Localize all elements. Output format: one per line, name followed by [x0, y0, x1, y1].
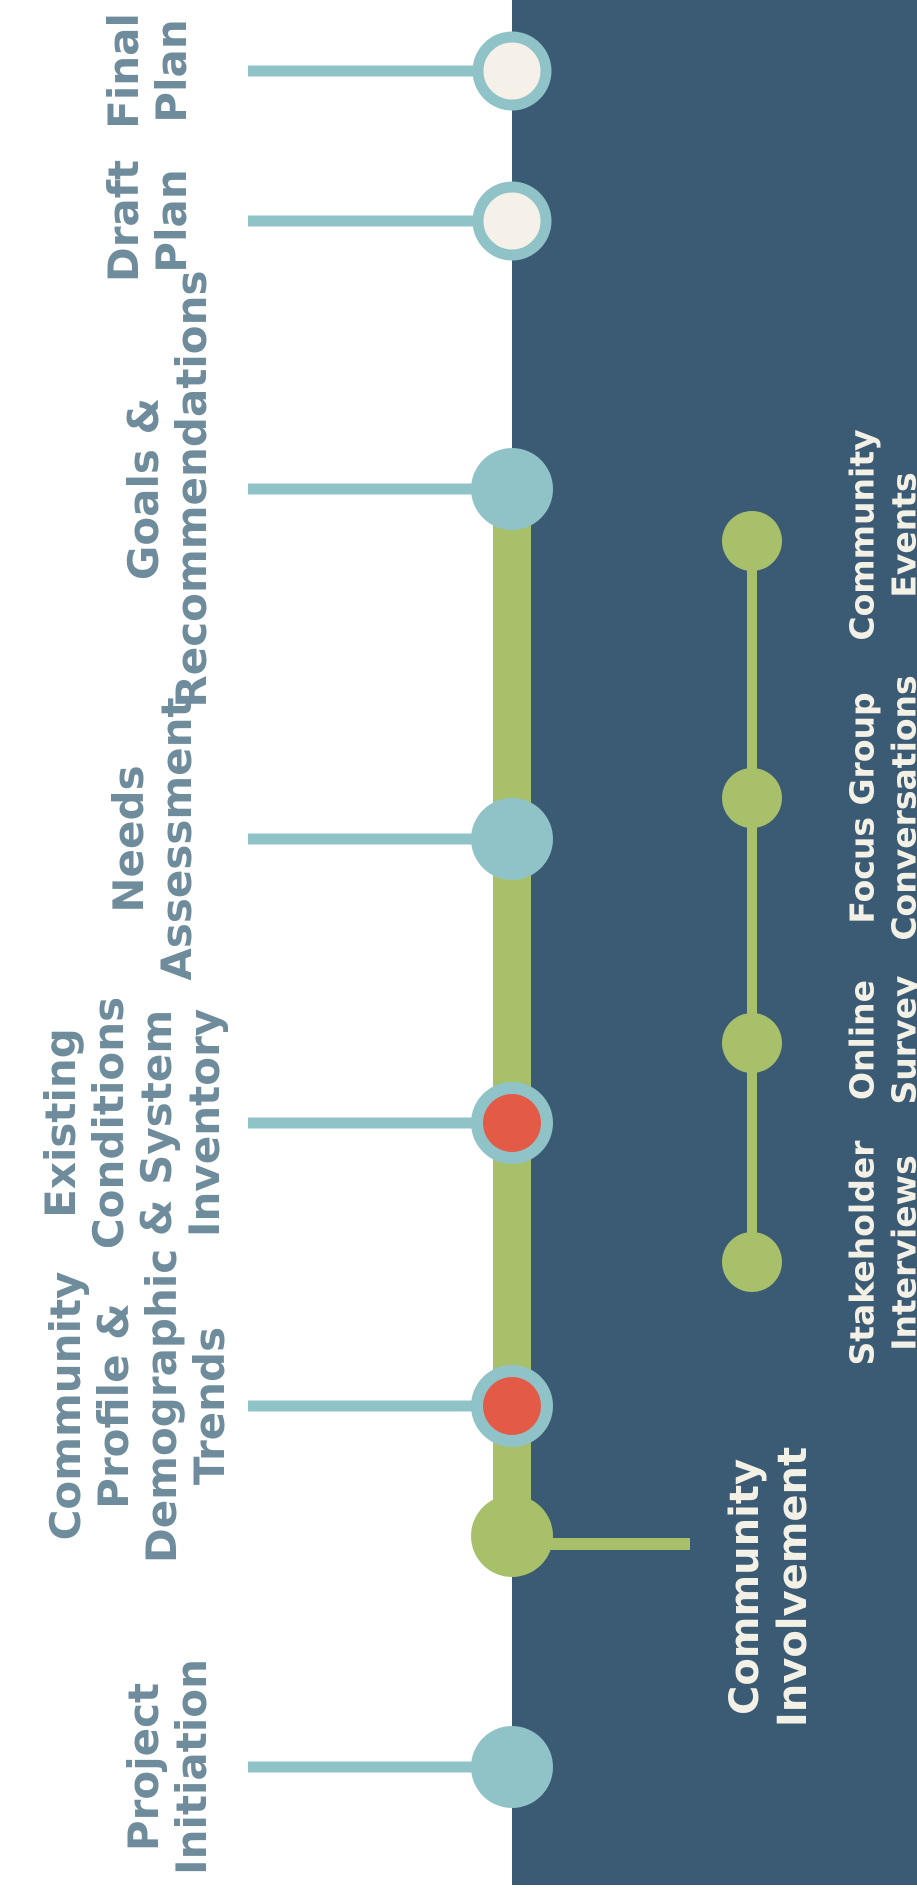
activity-label-online-survey: OnlineSurvey [843, 976, 917, 1105]
activity-node-stakeholder-interviews [722, 1232, 782, 1292]
activity-label-community-events: CommunityEvents [843, 429, 917, 640]
community-involvement-label: CommunityInvolvement [722, 1447, 816, 1727]
phase-node-needs-assessment [471, 798, 553, 880]
activity-node-online-survey [722, 1013, 782, 1073]
phase-label-community-profile: CommunityProfile &DemographicTrends [41, 1249, 234, 1563]
phase-node-project-initiation [471, 1726, 553, 1808]
activity-label-focus-group: Focus GroupConversations [843, 675, 917, 940]
phase-node-goals-recommendations [471, 448, 553, 530]
phase-label-final-plan: FinalPlan [99, 13, 196, 129]
phase-label-needs-assessment: NeedsAssessment [104, 697, 201, 980]
phase-node-community-profile [471, 1365, 553, 1447]
community-involvement-start-node [471, 1495, 553, 1577]
phase-label-existing-conditions: ExistingConditions& SystemInventory [36, 997, 229, 1249]
phase-node-final-plan [472, 31, 552, 111]
phase-labels: ProjectInitiation CommunityProfile &Demo… [36, 13, 234, 1875]
phase-label-draft-plan: DraftPlan [99, 160, 196, 282]
activity-label-stakeholder-interviews: StakeholderInterviews [843, 1140, 917, 1366]
phase-label-goals-recommendations: Goals &Recommendations [119, 270, 216, 707]
dark-panel-background [512, 0, 917, 1885]
activity-node-focus-group [722, 768, 782, 828]
phase-node-draft-plan [472, 181, 552, 261]
phase-nodes [471, 31, 553, 1808]
phase-label-project-initiation: ProjectInitiation [119, 1659, 216, 1875]
phase-node-existing-conditions [471, 1082, 553, 1164]
activity-labels: StakeholderInterviews OnlineSurvey Focus… [843, 429, 917, 1365]
activity-nodes [722, 511, 782, 1292]
activity-node-community-events [722, 511, 782, 571]
phase-connectors [248, 65, 512, 1773]
